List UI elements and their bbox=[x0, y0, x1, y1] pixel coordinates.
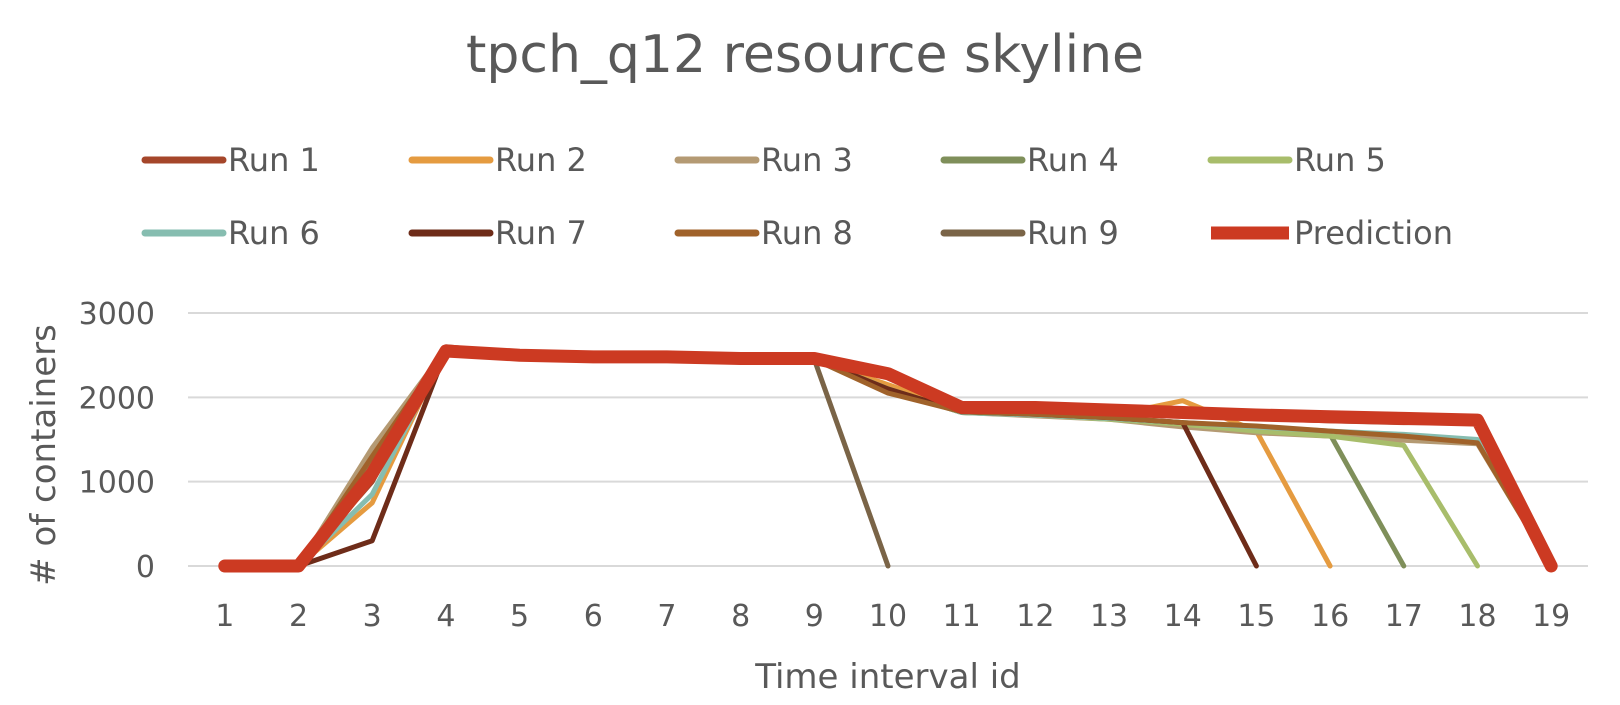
legend-item-run-8: Run 8 bbox=[674, 214, 853, 252]
legend-item-run-9: Run 9 bbox=[940, 214, 1119, 252]
series-line-prediction bbox=[218, 344, 1558, 573]
x-tick-label: 1 bbox=[215, 599, 234, 634]
x-tick-label: 14 bbox=[1164, 599, 1202, 634]
series-group bbox=[218, 344, 1558, 573]
y-tick-label: 2000 bbox=[79, 381, 155, 416]
y-tick-label: 3000 bbox=[79, 297, 155, 332]
legend-item-run-5: Run 5 bbox=[1207, 141, 1386, 179]
legend-label: Run 3 bbox=[761, 141, 853, 179]
x-tick-label: 13 bbox=[1090, 599, 1128, 634]
legend-item-run-4: Run 4 bbox=[940, 141, 1119, 179]
y-tick-label: 0 bbox=[136, 550, 155, 585]
x-tick-label: 15 bbox=[1237, 599, 1275, 634]
x-tick-label: 4 bbox=[436, 599, 455, 634]
x-tick-label: 3 bbox=[363, 599, 382, 634]
x-tick-label: 19 bbox=[1532, 599, 1570, 634]
legend-label: Run 5 bbox=[1294, 141, 1386, 179]
legend-item-run-3: Run 3 bbox=[674, 141, 853, 179]
x-tick-label: 2 bbox=[289, 599, 308, 634]
x-tick-label: 5 bbox=[510, 599, 529, 634]
x-tick-label: 6 bbox=[584, 599, 603, 634]
y-axis-title: # of containers bbox=[24, 324, 64, 586]
x-tick-label: 8 bbox=[731, 599, 750, 634]
series-line-run-4 bbox=[222, 345, 1407, 569]
legend-label: Run 4 bbox=[1027, 141, 1119, 179]
x-axis-title: Time interval id bbox=[754, 657, 1020, 697]
y-tick-label: 1000 bbox=[79, 466, 155, 501]
legend-label: Run 6 bbox=[228, 214, 320, 252]
x-tick-label: 9 bbox=[805, 599, 824, 634]
x-tick-label: 7 bbox=[657, 599, 676, 634]
legend-label: Prediction bbox=[1294, 214, 1453, 252]
legend-label: Run 2 bbox=[495, 141, 587, 179]
x-tick-label: 12 bbox=[1016, 599, 1054, 634]
legend-item-prediction: Prediction bbox=[1211, 214, 1453, 252]
chart-title: tpch_q12 resource skyline bbox=[466, 25, 1144, 85]
legend-label: Run 9 bbox=[1027, 214, 1119, 252]
x-tick-label: 11 bbox=[943, 599, 981, 634]
x-tick-label: 10 bbox=[869, 599, 907, 634]
legend-item-run-6: Run 6 bbox=[141, 214, 320, 252]
x-tick-label: 16 bbox=[1311, 599, 1349, 634]
x-axis-ticks: 1 2 3 4 5 6 7 8 9 10 11 12 13 14 15 16 17 18 19 bbox=[215, 599, 1570, 634]
legend-label: Run 7 bbox=[495, 214, 587, 252]
legend-label: Run 8 bbox=[761, 214, 853, 252]
legend-item-run-1: Run 1 bbox=[141, 141, 320, 179]
legend: Run 1 Run 2 Run 3 Run 4 Run 5 Run 6 Run 7 Run 8… bbox=[141, 141, 1453, 252]
y-axis-ticks: 0 1000 2000 3000 bbox=[79, 297, 155, 585]
legend-label: Run 1 bbox=[228, 141, 320, 179]
legend-item-run-2: Run 2 bbox=[408, 141, 587, 179]
legend-item-run-7: Run 7 bbox=[408, 214, 587, 252]
x-tick-label: 18 bbox=[1458, 599, 1496, 634]
x-tick-label: 17 bbox=[1385, 599, 1423, 634]
